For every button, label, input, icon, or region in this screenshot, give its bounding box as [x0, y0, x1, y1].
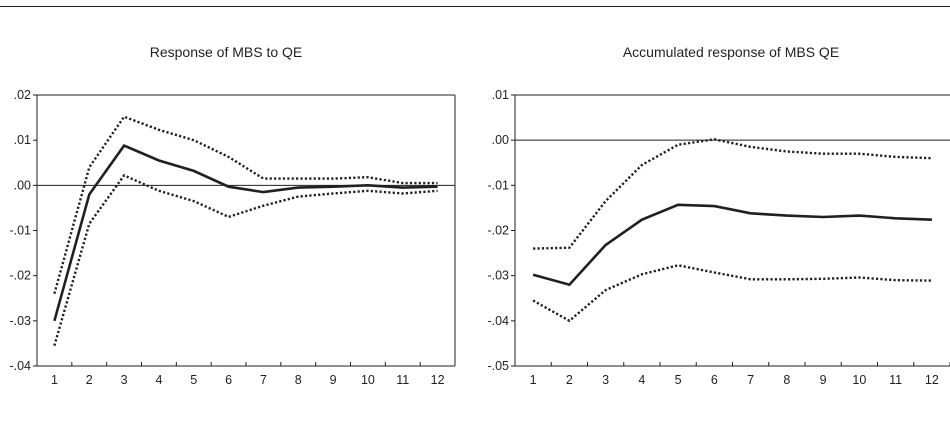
y-tick-label: -.02 — [487, 224, 509, 238]
upper-band-line — [53, 115, 438, 295]
x-tick-label: 6 — [711, 373, 718, 387]
x-tick-label: 1 — [530, 373, 537, 387]
y-tick-label: .00 — [492, 133, 509, 147]
x-tick-label: 2 — [566, 373, 573, 387]
upper-band-line — [533, 138, 932, 250]
y-tick-label: .01 — [14, 133, 31, 147]
x-tick-label: 3 — [121, 373, 128, 387]
x-tick-label: 4 — [155, 373, 162, 387]
y-tick-label: -.01 — [9, 224, 31, 238]
y-tick-label: -.03 — [9, 314, 31, 328]
y-tick-label: .02 — [14, 88, 31, 102]
x-tick-label: 9 — [330, 373, 337, 387]
y-tick-label: -.05 — [487, 359, 509, 373]
x-tick-label: 12 — [431, 373, 445, 387]
y-tick-label: .00 — [14, 178, 31, 192]
y-tick-label: -.02 — [9, 269, 31, 283]
x-tick-label: 6 — [225, 373, 232, 387]
chart-accumulated-response-mbs-qe: Accumulated response of MBS QE .01 .00 -.01… — [487, 44, 950, 387]
chart-title: Response of MBS to QE — [150, 44, 303, 60]
lower-band-line — [532, 264, 932, 323]
y-tick-label: -.03 — [487, 269, 509, 283]
x-tick-label: 1 — [51, 373, 58, 387]
y-tick-label: .01 — [492, 88, 509, 102]
x-tick-label: 7 — [747, 373, 754, 387]
x-tick-label: 11 — [889, 373, 902, 387]
chart-title: Accumulated response of MBS QE — [623, 44, 839, 60]
x-tick-label: 7 — [260, 373, 267, 387]
x-tick-label: 5 — [675, 373, 682, 387]
response-line — [532, 203, 932, 287]
x-tick-label: 3 — [602, 373, 609, 387]
x-tick-label: 10 — [361, 373, 375, 387]
x-tick-label: 11 — [396, 373, 409, 387]
x-tick-label: 8 — [295, 373, 302, 387]
lower-band-line — [53, 173, 438, 347]
y-tick-label: -.04 — [9, 359, 31, 373]
x-tick-label: 4 — [638, 373, 645, 387]
x-tick-label: 10 — [852, 373, 866, 387]
x-tick-label: 12 — [925, 373, 939, 387]
top-rule — [0, 6, 950, 7]
y-tick-label: -.04 — [487, 314, 509, 328]
x-tick-label: 8 — [783, 373, 790, 387]
chart-response-mbs-to-qe: Response of MBS to QE .02 .01 .00 -.01 -.02 -.… — [9, 44, 456, 387]
x-tick-label: 9 — [820, 373, 827, 387]
x-tick-label: 2 — [86, 373, 93, 387]
response-line — [53, 143, 438, 322]
y-tick-label: -.01 — [487, 178, 509, 192]
x-tick-label: 5 — [190, 373, 197, 387]
